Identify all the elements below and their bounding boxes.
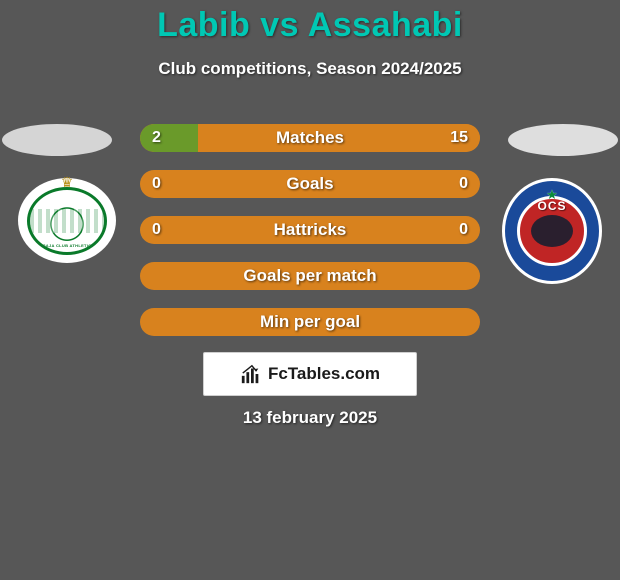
right-crest-center (531, 215, 573, 247)
right-crest-label: OCS (505, 199, 599, 213)
stat-bar: Matches215 (140, 124, 480, 152)
right-player-placeholder (508, 124, 618, 156)
page-subtitle: Club competitions, Season 2024/2025 (0, 59, 620, 79)
stat-bar-left-fill (140, 124, 198, 152)
stat-bar-left-value: 0 (152, 216, 161, 244)
stat-bar-left-value: 2 (152, 124, 161, 152)
stat-bar-track (140, 216, 480, 244)
stat-bar: Goals per match (140, 262, 480, 290)
stat-bar-right-value: 0 (459, 216, 468, 244)
watermark-text: FcTables.com (268, 364, 380, 384)
stat-bar-right-value: 15 (450, 124, 468, 152)
chart-icon (240, 363, 262, 385)
stat-bar-track (140, 262, 480, 290)
stat-bar-track (140, 170, 480, 198)
comparison-infographic: Labib vs Assahabi Club competitions, Sea… (0, 0, 620, 580)
stat-bar: Min per goal (140, 308, 480, 336)
right-team-crest: ★ OCS (502, 178, 602, 284)
left-crest-ring: RAJA CLUB ATHLETIC (27, 187, 107, 255)
stat-bar-track (140, 308, 480, 336)
stat-bar: Goals00 (140, 170, 480, 198)
left-player-placeholder (2, 124, 112, 156)
date-label: 13 february 2025 (0, 408, 620, 428)
left-team-crest: ♛ RAJA CLUB ATHLETIC (18, 178, 116, 263)
watermark-box: FcTables.com (203, 352, 417, 396)
stat-bar-track (140, 124, 480, 152)
left-crest-label: RAJA CLUB ATHLETIC (30, 243, 104, 248)
stat-bar-left-value: 0 (152, 170, 161, 198)
stat-bar-right-fill (198, 124, 480, 152)
stat-bar: Hattricks00 (140, 216, 480, 244)
stat-bars: Matches215Goals00Hattricks00Goals per ma… (140, 124, 480, 354)
stat-bar-right-value: 0 (459, 170, 468, 198)
crest-stripes (30, 209, 104, 233)
page-title: Labib vs Assahabi (0, 6, 620, 45)
